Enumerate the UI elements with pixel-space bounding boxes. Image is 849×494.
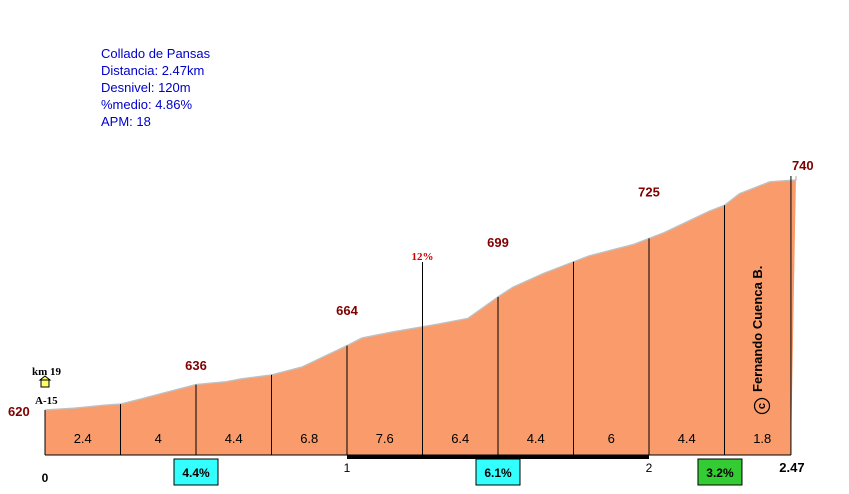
segment-grade-label: 4: [155, 431, 162, 446]
km-grade-box: [475, 458, 521, 486]
altitude-label: 725: [638, 184, 660, 199]
segment-grade-label: 6.8: [300, 431, 318, 446]
climb-average-grade: %medio: 4.86%: [101, 97, 193, 112]
km-grade-label: 4.4%: [182, 466, 210, 480]
km-tick-label: 0: [42, 471, 49, 485]
climb-elevation-gain: Desnivel: 120m: [101, 80, 191, 95]
segment-grade-label: 7.6: [376, 431, 394, 446]
segment-grade-label: 1.8: [753, 431, 771, 446]
km-tick-label: 1: [344, 461, 351, 475]
climb-apm: APM: 18: [101, 114, 151, 129]
hard-section-bar: [347, 455, 649, 459]
km-grade-box: [173, 458, 219, 486]
climb-distance: Distancia: 2.47km: [101, 63, 205, 78]
km-grade-label: 6.1%: [484, 466, 512, 480]
author-credit: Fernando Cuenca B.: [750, 266, 765, 392]
climb-info: Collado de Pansas Distancia: 2.47km Desn…: [101, 45, 210, 130]
km-tick-label: 2.47: [779, 460, 804, 475]
segment-grade-label: 4.4: [225, 431, 243, 446]
segment-grade-label: 2.4: [74, 431, 92, 446]
km-grade-label: 3.2%: [706, 466, 734, 480]
km-grade-box: [697, 458, 743, 486]
road-label: A-15: [35, 395, 58, 407]
segment-grade-label: 6: [608, 431, 615, 446]
copyright-circle: [753, 397, 771, 415]
profile-area: [45, 176, 796, 455]
copyright-symbol: c: [756, 403, 768, 409]
altitude-label: 699: [487, 235, 509, 250]
segment-grade-label: 4.4: [527, 431, 545, 446]
km-marker-label: km 19: [32, 366, 62, 378]
altitude-label: 664: [336, 303, 358, 318]
climb-name: Collado de Pansas: [101, 46, 211, 61]
altitude-label: 740: [792, 158, 814, 173]
altitude-label: 620: [8, 404, 30, 419]
max-grade-label: 12%: [412, 251, 434, 263]
segment-grade-label: 4.4: [678, 431, 696, 446]
segment-grade-label: 6.4: [451, 431, 469, 446]
km-tick-label: 2: [646, 461, 653, 475]
house-icon: [38, 375, 52, 388]
profile-outline: [44, 176, 797, 411]
altitude-label: 636: [185, 358, 207, 373]
